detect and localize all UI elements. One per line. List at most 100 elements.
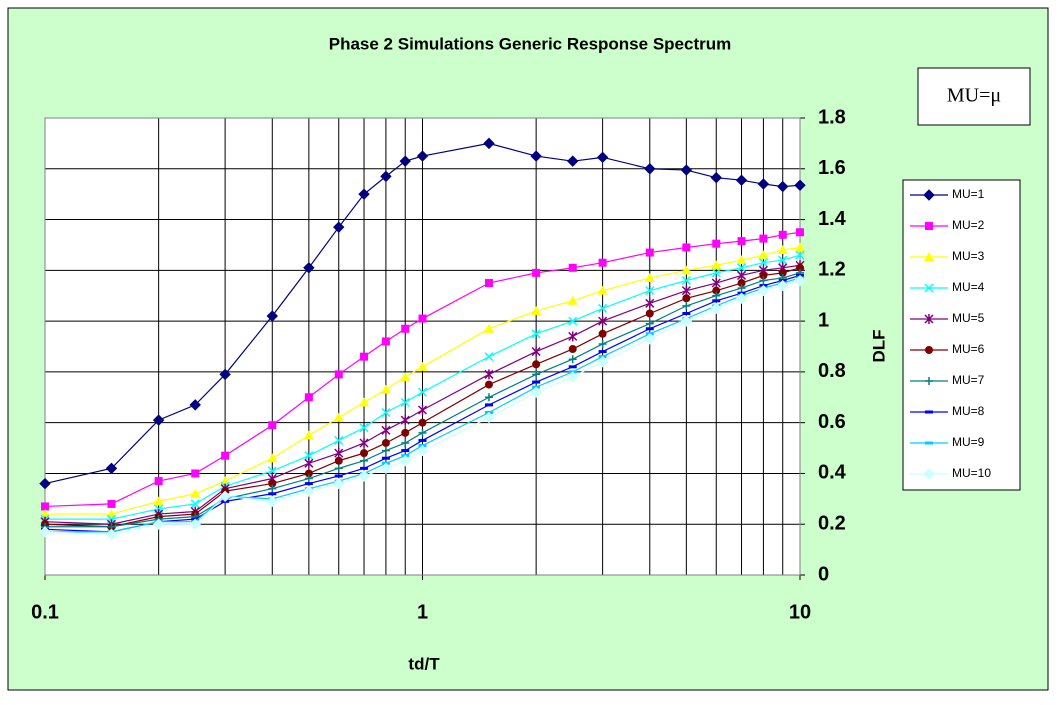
marker [759, 271, 768, 280]
marker [644, 163, 656, 175]
marker [598, 339, 607, 348]
marker [795, 242, 805, 252]
marker [221, 451, 230, 460]
marker [924, 314, 934, 324]
marker [567, 371, 579, 383]
marker [758, 250, 769, 260]
marker [682, 243, 691, 252]
marker [153, 496, 164, 506]
marker [189, 518, 201, 530]
marker [41, 502, 49, 511]
annotation-box [917, 67, 1031, 126]
marker [267, 453, 278, 463]
marker [400, 415, 410, 426]
marker [266, 310, 278, 322]
marker [400, 397, 410, 407]
y-tick-label: 1.4 [818, 208, 847, 230]
marker [757, 178, 770, 190]
marker [304, 469, 313, 478]
plot-border [44, 117, 801, 576]
marker [597, 285, 608, 295]
marker [759, 276, 768, 285]
marker [925, 222, 933, 230]
marker [777, 279, 789, 292]
marker [304, 393, 313, 402]
y-tick-label: 1.2 [818, 259, 846, 281]
marker [532, 360, 541, 369]
marker [189, 399, 201, 411]
legend [902, 179, 1021, 491]
marker [598, 303, 608, 313]
marker [568, 316, 578, 326]
marker [681, 275, 691, 286]
marker [796, 263, 804, 272]
marker [401, 428, 410, 437]
marker [417, 387, 428, 397]
marker [268, 484, 277, 493]
marker [484, 369, 494, 380]
marker [304, 458, 314, 469]
legend-label: MU=9 [952, 435, 985, 449]
marker [796, 228, 804, 237]
marker [712, 286, 721, 295]
y-axis-label: DLF [869, 329, 888, 362]
marker [759, 234, 768, 243]
marker [304, 474, 313, 483]
legend-label: MU=7 [952, 373, 985, 387]
marker [712, 291, 721, 300]
marker [381, 438, 390, 447]
marker [418, 428, 427, 437]
marker [736, 270, 747, 281]
marker [737, 237, 746, 246]
marker [737, 284, 746, 293]
marker [39, 477, 51, 490]
marker [303, 430, 314, 440]
marker [530, 386, 542, 398]
marker [483, 323, 494, 333]
marker [778, 230, 787, 239]
marker [483, 137, 495, 150]
x-axis-label: td/T [408, 654, 440, 673]
marker [484, 279, 493, 288]
marker [925, 346, 933, 354]
y-tick-label: 0 [818, 563, 829, 585]
marker [418, 314, 427, 323]
marker [105, 528, 118, 541]
marker [644, 333, 656, 345]
marker [596, 356, 609, 368]
marker [712, 239, 721, 248]
marker [530, 150, 542, 162]
marker [568, 355, 577, 364]
marker [267, 466, 277, 476]
marker [924, 283, 934, 293]
marker [645, 319, 654, 328]
marker [711, 278, 721, 289]
marker [107, 499, 116, 508]
marker [380, 384, 391, 394]
marker [681, 265, 692, 275]
y-tick-label: 0.8 [818, 360, 846, 382]
marker [568, 345, 577, 354]
marker [644, 272, 655, 282]
marker [359, 437, 369, 448]
marker [682, 301, 691, 310]
marker [380, 462, 392, 475]
chart-title: Phase 2 Simulations Generic Response Spe… [329, 34, 731, 53]
marker [711, 268, 721, 278]
marker [710, 171, 722, 184]
legend-label: MU=8 [952, 404, 985, 418]
marker [381, 337, 390, 346]
marker [416, 150, 429, 162]
marker [568, 331, 578, 342]
marker [778, 268, 787, 277]
marker [268, 479, 277, 488]
marker [381, 446, 390, 455]
marker [418, 418, 427, 427]
y-tick-label: 1.6 [818, 157, 846, 179]
x-tick-label: 1 [417, 601, 428, 623]
marker [266, 495, 278, 508]
marker [794, 274, 806, 287]
marker [568, 263, 577, 272]
marker [532, 370, 541, 379]
marker [567, 295, 578, 305]
